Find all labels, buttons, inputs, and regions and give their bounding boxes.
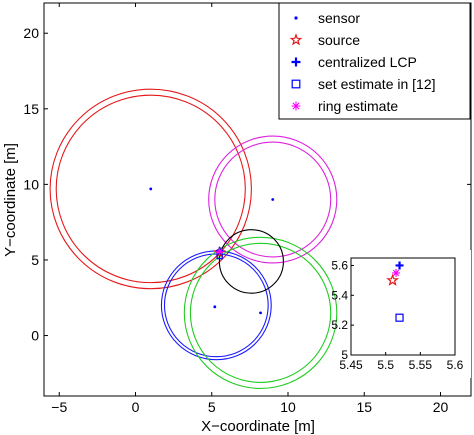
inset-plot-area [350,257,456,356]
ring-circle [163,253,269,358]
y-axis-ticks: 0 5 10 15 20 [23,25,471,344]
inset-x-tick-label: 5.45 [339,358,363,372]
y-tick-label: 15 [23,101,39,117]
inset-x-tick-label: 5.5 [377,358,394,372]
legend-label: source [318,32,360,48]
y-tick-label: 10 [23,176,39,192]
x-axis-ticks: −5 0 5 10 15 20 [51,3,448,415]
ring-circle [218,229,284,294]
legend-label: ring estimate [318,98,398,114]
y-tick-label: 5 [31,252,39,268]
legend-box [278,2,471,120]
inset-y-tick-label: 5.2 [331,318,348,332]
ring-circle [183,236,338,389]
inset-y-tick-label: 5.6 [331,258,348,272]
ring-circle [214,141,332,258]
x-tick-label: 10 [280,399,296,415]
inset-ring-estimate-marker [392,268,401,277]
inset-x-tick-label: 5.55 [409,358,433,372]
sensors [149,187,275,315]
x-tick-label: 20 [433,399,449,415]
x-axis-label: X−coordinate [m] [201,418,315,435]
legend-marker-plus [291,57,301,67]
sensor-point [271,198,275,201]
inset-source-marker [386,273,399,286]
y-axis-label: Y−coordinate [m] [2,143,19,257]
sensor-point [213,305,217,309]
inset-y-tick-label: 5 [341,348,348,362]
x-tick-label: 15 [356,399,372,415]
ring-circle [189,242,332,383]
inset-y-tick-label: 5.4 [331,288,348,302]
legend-label: centralized LCP [318,54,417,70]
ring-estimate-marker [216,248,224,256]
legend-marker-asterisk [291,101,301,111]
x-tick-label: −5 [51,399,67,415]
inset-y-axis-ticks: 5 5.2 5.4 5.6 [331,258,354,362]
estimates [213,245,226,260]
inset-set-estimate-marker [395,313,404,322]
legend-marker-star [289,33,303,46]
sensor-point [149,187,153,191]
y-tick-label: 20 [23,25,39,41]
legend-marker-dot [294,16,298,20]
ring-circle [55,94,246,284]
inset-centralized-lcp-marker [395,261,404,270]
y-tick-label: 0 [31,328,39,344]
legend-marker-square [291,79,301,89]
inset-axes: 5.45 5.5 5.55 5.6 5 5.2 5.4 5.6 [331,250,471,378]
legend-label: sensor [318,10,360,26]
x-tick-label: 5 [208,399,216,415]
x-tick-label: 0 [132,399,140,415]
inset-estimates [386,261,404,322]
ring-circle [49,88,252,290]
inset-x-tick-label: 5.6 [447,358,464,372]
legend: sensor source centralized LCP set estimate … [278,2,471,120]
legend-label: set estimate in [12] [318,76,436,92]
ring-circle [208,135,338,264]
sensor-point [259,311,262,315]
inset-x-axis-ticks: 5.45 5.5 5.55 5.6 [339,352,464,372]
